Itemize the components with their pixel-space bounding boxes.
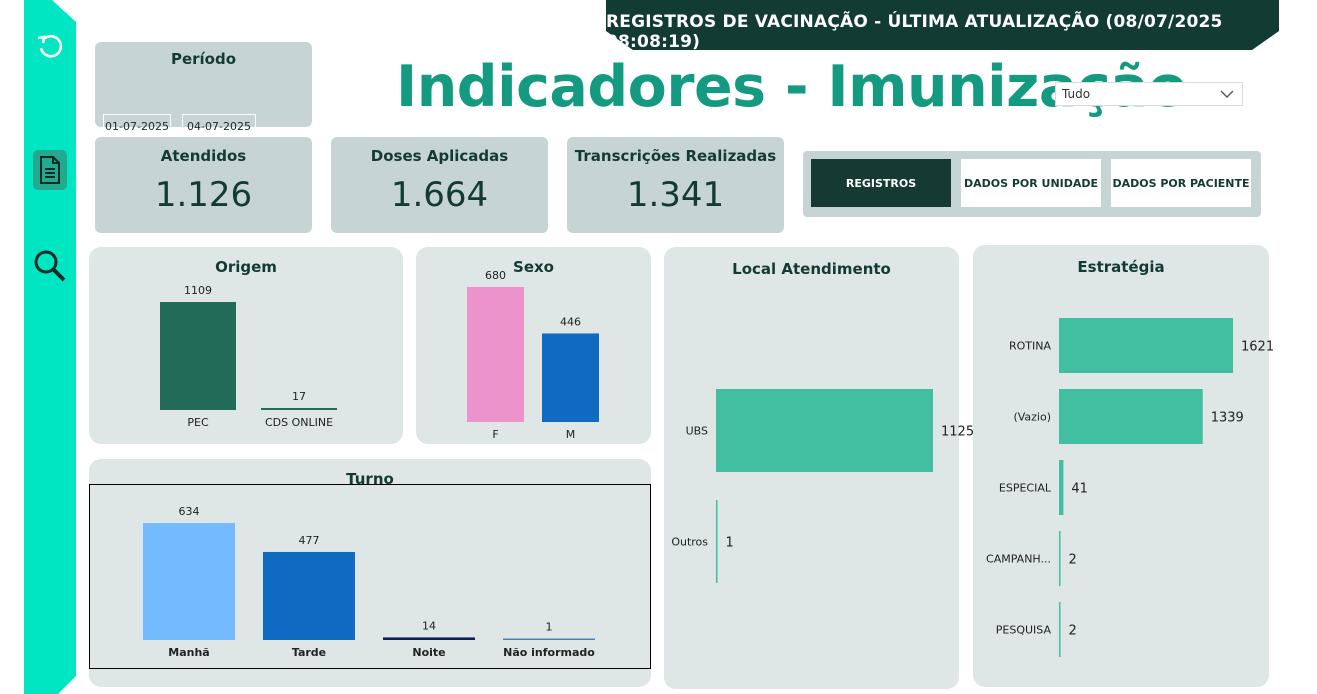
- data-label: 477: [299, 534, 320, 547]
- kpi-value: 1.664: [390, 175, 489, 215]
- bar: [1059, 602, 1061, 657]
- chevron-down-icon: [1220, 90, 1234, 98]
- chart-title: Turno: [346, 470, 394, 488]
- category-label: CAMPANH...: [986, 553, 1051, 566]
- category-label: ROTINA: [1009, 340, 1051, 353]
- bar: [467, 287, 524, 422]
- sexo-panel: Sexo 680 F 446 M: [416, 247, 651, 444]
- bar: [1059, 531, 1061, 586]
- chart-title: Estratégia: [1077, 258, 1165, 276]
- bar: [716, 500, 718, 583]
- search-icon[interactable]: [24, 246, 76, 286]
- chart-title: Local Atendimento: [732, 260, 891, 278]
- category-label: PESQUISA: [996, 624, 1052, 637]
- bar: [143, 523, 235, 640]
- bar: [1059, 460, 1064, 515]
- period-card: Período 01-07-2025 04-07-2025: [95, 42, 312, 138]
- bar: [542, 333, 599, 422]
- category-label: M: [566, 428, 576, 441]
- data-label: 14: [422, 619, 436, 632]
- category-label: PEC: [187, 416, 209, 429]
- data-label: 17: [292, 390, 306, 403]
- chart-title: Origem: [215, 258, 277, 276]
- reset-icon[interactable]: [24, 26, 76, 66]
- chart-title: Sexo: [513, 258, 554, 276]
- kpi-label: Doses Aplicadas: [370, 147, 509, 165]
- filter-dropdown[interactable]: Tudo: [1055, 82, 1243, 106]
- period-label: Período: [170, 50, 237, 68]
- sidebar: [24, 0, 76, 694]
- turno-panel: Turno 634 Manhã 477 Tarde 14 Noite 1 Não inform…: [89, 459, 651, 687]
- data-label: 1125: [941, 425, 974, 440]
- kpi-label: Atendidos: [160, 147, 247, 165]
- document-icon[interactable]: [24, 150, 76, 190]
- kpi-card-atendidos: Atendidos 1.126: [95, 137, 312, 233]
- kpi-card-doses: Doses Aplicadas 1.664: [331, 137, 548, 233]
- category-label: (Vazio): [1013, 411, 1051, 424]
- turno-chart: 634 Manhã 477 Tarde 14 Noite 1 Não informado: [143, 505, 595, 659]
- local-chart: UBS 1125 Outros 1: [671, 389, 974, 583]
- data-label: 1109: [184, 284, 212, 297]
- bar: [1059, 389, 1203, 444]
- origem-panel: Origem 1109 PEC 17 CDS ONLINE: [89, 247, 403, 444]
- origem-chart: 1109 PEC 17 CDS ONLINE: [160, 284, 337, 429]
- data-label: 41: [1071, 482, 1088, 497]
- category-label: CDS ONLINE: [265, 416, 333, 429]
- data-label: 1339: [1211, 411, 1244, 426]
- bar: [263, 551, 355, 640]
- category-label: Outros: [671, 536, 708, 549]
- banner-text: REGISTROS DE VACINAÇÃO - ÚLTIMA ATUALIZA…: [606, 12, 1223, 52]
- kpi-label: Transcrições Realizadas: [574, 147, 777, 165]
- bar: [383, 637, 475, 640]
- bar: [261, 408, 337, 410]
- category-label: F: [492, 428, 498, 441]
- category-label: Tarde: [292, 646, 326, 659]
- data-label: 1621: [1241, 340, 1274, 355]
- data-label: 1: [546, 621, 553, 634]
- local-panel: Local Atendimento UBS 1125 Outros 1: [664, 247, 974, 689]
- nav-dados-paciente-button[interactable]: DADOS POR PACIENTE: [1111, 159, 1251, 207]
- page-nav: REGISTROS DADOS POR UNIDADE DADOS POR PA…: [803, 151, 1261, 217]
- data-label: 680: [485, 269, 506, 282]
- category-label: UBS: [686, 425, 708, 438]
- update-banner: REGISTROS DE VACINAÇÃO - ÚLTIMA ATUALIZA…: [606, 0, 1279, 50]
- bar: [503, 638, 595, 640]
- kpi-value: 1.126: [154, 175, 253, 215]
- estrategia-chart: ROTINA 1621 (Vazio) 1339 ESPECIAL 41 CAMPANH..…: [986, 318, 1274, 657]
- category-label: Noite: [412, 646, 445, 659]
- period-end-input[interactable]: 04-07-2025: [182, 114, 256, 138]
- category-label: Manhã: [168, 646, 209, 659]
- data-label: 2: [1069, 624, 1077, 639]
- data-label: 446: [560, 315, 581, 328]
- bar: [716, 389, 933, 472]
- sexo-chart: 680 F 446 M: [467, 269, 599, 441]
- nav-registros-button[interactable]: REGISTROS: [811, 159, 951, 207]
- filter-dropdown-value: Tudo: [1062, 87, 1091, 101]
- data-label: 2: [1069, 553, 1077, 568]
- nav-dados-unidade-button[interactable]: DADOS POR UNIDADE: [961, 159, 1101, 207]
- data-label: 634: [179, 505, 200, 518]
- bar: [160, 302, 236, 410]
- data-label: 1: [726, 536, 734, 551]
- kpi-value: 1.341: [626, 175, 725, 215]
- category-label: Não informado: [503, 646, 595, 659]
- bar: [1059, 318, 1233, 373]
- kpi-card-transcricoes: Transcrições Realizadas 1.341: [567, 137, 784, 233]
- period-start-input[interactable]: 01-07-2025: [103, 114, 171, 138]
- category-label: ESPECIAL: [999, 482, 1052, 495]
- estrategia-panel: Estratégia ROTINA 1621 (Vazio) 1339 ESPECIAL…: [973, 245, 1274, 687]
- turno-selection-frame: [89, 484, 651, 669]
